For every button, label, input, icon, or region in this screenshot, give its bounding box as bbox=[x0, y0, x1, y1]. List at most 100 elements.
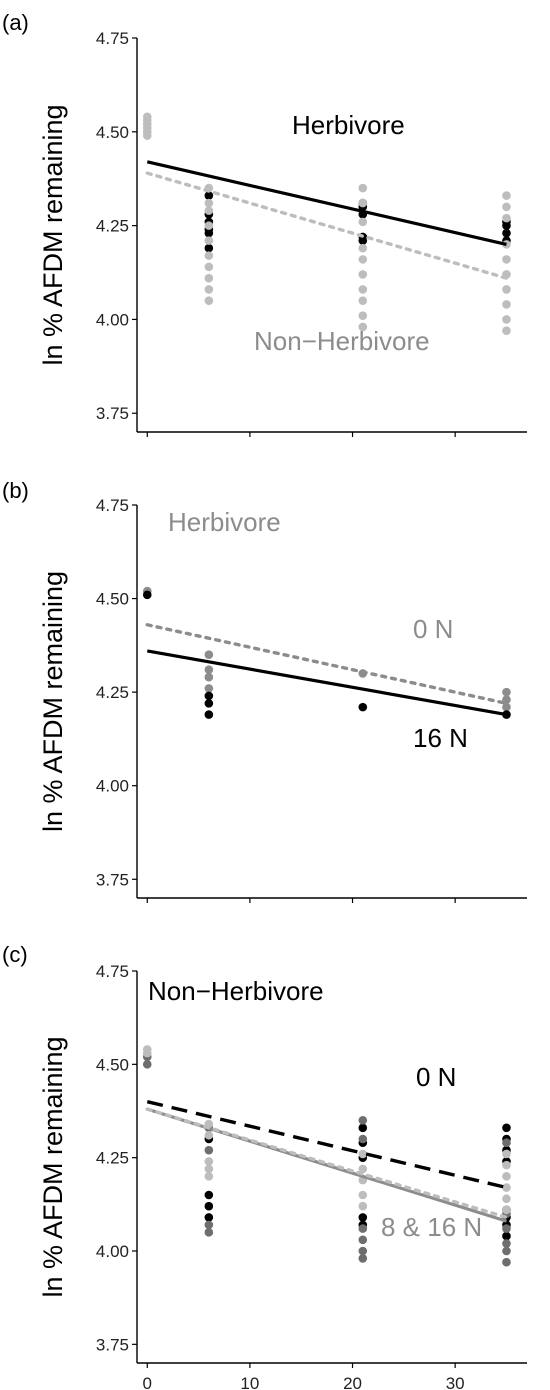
data-point bbox=[502, 300, 511, 309]
annotation-label: Non−Herbivore bbox=[148, 976, 324, 1006]
panel-label: (b) bbox=[2, 478, 29, 503]
data-point bbox=[502, 191, 511, 200]
data-point bbox=[142, 1060, 152, 1069]
data-point bbox=[502, 1194, 511, 1204]
data-point bbox=[358, 1235, 368, 1245]
data-point bbox=[502, 1138, 511, 1148]
data-point bbox=[358, 1134, 368, 1144]
trend-line bbox=[146, 1100, 507, 1190]
y-tick-label: 4.50 bbox=[96, 590, 129, 609]
data-point bbox=[502, 1246, 511, 1256]
data-point bbox=[358, 183, 368, 193]
data-point bbox=[358, 285, 368, 294]
annotation-label: 0 N bbox=[413, 614, 453, 644]
data-point bbox=[502, 228, 511, 238]
data-point bbox=[502, 687, 511, 697]
y-tick-label: 3.75 bbox=[96, 1335, 129, 1354]
y-axis-label: ln % AFDM remaining bbox=[38, 571, 68, 832]
data-point bbox=[358, 1149, 368, 1159]
data-point bbox=[204, 1213, 214, 1222]
panel-label: (a) bbox=[2, 10, 29, 35]
data-point bbox=[502, 1257, 511, 1267]
data-point bbox=[204, 206, 214, 215]
data-point bbox=[358, 1201, 368, 1211]
data-point bbox=[502, 1239, 511, 1248]
data-point bbox=[204, 1228, 214, 1237]
panel-b: (b) 4.75 4.50 4.25 4.00 3.75 ln % AFDM remaini… bbox=[2, 478, 527, 903]
x-tick-label: 0 bbox=[143, 1374, 152, 1390]
data-point bbox=[204, 665, 214, 674]
data-point bbox=[502, 1160, 511, 1170]
annotation-label: 8 & 16 N bbox=[381, 1212, 482, 1242]
data-point bbox=[502, 1172, 511, 1181]
trend-line bbox=[145, 1107, 509, 1220]
data-point bbox=[502, 315, 511, 324]
y-tick-label: 4.75 bbox=[96, 29, 129, 48]
data-point bbox=[358, 1164, 368, 1174]
data-point bbox=[358, 702, 368, 712]
data-point bbox=[204, 1164, 214, 1174]
data-point bbox=[204, 198, 214, 208]
data-point bbox=[142, 1045, 152, 1054]
x-tick-label: 30 bbox=[446, 1374, 465, 1390]
y-tick-label: 4.00 bbox=[96, 1242, 129, 1261]
data-point bbox=[358, 1224, 368, 1233]
data-point bbox=[204, 672, 214, 682]
data-point bbox=[358, 1246, 368, 1256]
data-point bbox=[502, 1123, 511, 1133]
data-point bbox=[204, 273, 214, 283]
data-point bbox=[204, 221, 214, 230]
x-tick-label: 20 bbox=[343, 1374, 362, 1390]
data-point bbox=[204, 1130, 214, 1140]
y-tick-label: 4.50 bbox=[96, 123, 129, 142]
data-point bbox=[142, 112, 152, 122]
data-point bbox=[502, 1149, 511, 1159]
y-tick-label: 3.75 bbox=[96, 870, 129, 889]
data-point bbox=[502, 1205, 511, 1215]
data-point bbox=[502, 1224, 511, 1233]
data-point bbox=[358, 243, 368, 253]
data-point bbox=[204, 1201, 214, 1211]
panel-c: (c) 4.75 4.50 4.25 4.00 3.75 0 10 20 30 ln % AFDM … bbox=[2, 942, 527, 1390]
y-tick-label: 4.75 bbox=[96, 962, 129, 981]
y-tick-label: 4.25 bbox=[96, 1149, 129, 1168]
data-point bbox=[358, 1123, 368, 1133]
annotation-label: 16 N bbox=[413, 723, 468, 753]
data-point bbox=[502, 326, 511, 335]
data-point bbox=[204, 191, 214, 200]
data-point bbox=[358, 311, 368, 320]
trend-line bbox=[145, 623, 509, 706]
data-point bbox=[204, 1220, 214, 1230]
y-tick-label: 4.50 bbox=[96, 1055, 129, 1074]
y-tick-label: 3.75 bbox=[96, 404, 129, 423]
data-point bbox=[204, 1172, 214, 1181]
data-point bbox=[204, 710, 214, 719]
annotation-label: Herbivore bbox=[292, 110, 405, 140]
annotation-label: Non−Herbivore bbox=[254, 326, 430, 356]
data-point bbox=[358, 198, 368, 208]
data-point bbox=[204, 650, 214, 660]
data-point bbox=[204, 684, 214, 693]
data-point bbox=[358, 255, 368, 264]
trend-line bbox=[145, 171, 509, 280]
y-tick-label: 4.25 bbox=[96, 217, 129, 236]
data-point bbox=[358, 1116, 368, 1125]
y-tick-label: 4.00 bbox=[96, 777, 129, 796]
data-point bbox=[204, 236, 214, 245]
data-point bbox=[204, 1145, 214, 1155]
data-point bbox=[502, 202, 511, 212]
data-point bbox=[204, 243, 214, 253]
data-point bbox=[204, 699, 214, 708]
panel-label: (c) bbox=[2, 942, 28, 967]
y-tick-label: 4.75 bbox=[96, 496, 129, 515]
panel-a: (a) 4.75 4.50 4.25 4.00 3.75 ln % AFDM remaini… bbox=[2, 10, 527, 437]
data-point bbox=[358, 296, 368, 305]
trend-line bbox=[146, 649, 507, 717]
data-point bbox=[204, 251, 214, 260]
data-point bbox=[204, 1190, 214, 1200]
annotation-label: Herbivore bbox=[168, 507, 281, 537]
y-tick-label: 4.25 bbox=[96, 683, 129, 702]
data-point bbox=[358, 217, 368, 227]
data-point bbox=[502, 1231, 511, 1241]
